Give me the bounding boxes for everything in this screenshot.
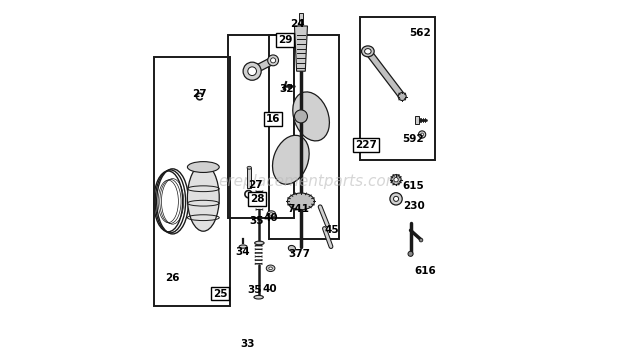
Circle shape xyxy=(419,238,423,242)
Text: 40: 40 xyxy=(262,284,277,294)
Circle shape xyxy=(394,178,398,182)
Circle shape xyxy=(243,62,261,80)
Text: 34: 34 xyxy=(235,247,250,257)
Text: 35: 35 xyxy=(250,216,264,225)
Bar xyxy=(247,168,252,188)
Text: 27: 27 xyxy=(249,180,263,190)
Text: 40: 40 xyxy=(264,213,278,223)
Bar xyxy=(415,117,419,124)
Text: 35: 35 xyxy=(248,285,262,295)
Ellipse shape xyxy=(254,295,264,299)
Ellipse shape xyxy=(365,49,371,54)
Ellipse shape xyxy=(398,93,406,101)
Polygon shape xyxy=(365,49,405,98)
Bar xyxy=(360,17,435,160)
Text: 32: 32 xyxy=(279,83,293,94)
Circle shape xyxy=(418,131,426,138)
Bar xyxy=(270,35,339,239)
Text: 16: 16 xyxy=(265,114,280,124)
Text: 45: 45 xyxy=(324,225,339,235)
Text: 25: 25 xyxy=(213,289,228,299)
Text: 26: 26 xyxy=(165,273,179,284)
Text: ereplacementparts.com: ereplacementparts.com xyxy=(219,174,401,189)
Circle shape xyxy=(248,67,257,76)
Ellipse shape xyxy=(187,164,219,231)
Text: 29: 29 xyxy=(278,35,293,45)
Ellipse shape xyxy=(255,241,264,245)
Circle shape xyxy=(270,58,276,63)
Bar xyxy=(154,57,230,306)
Text: 24: 24 xyxy=(290,19,305,29)
Text: 230: 230 xyxy=(403,201,425,211)
Text: 377: 377 xyxy=(288,249,310,259)
Bar xyxy=(299,13,303,24)
Circle shape xyxy=(394,196,399,201)
Text: 33: 33 xyxy=(241,339,255,349)
Circle shape xyxy=(268,55,278,66)
Circle shape xyxy=(294,110,308,123)
Circle shape xyxy=(390,193,402,205)
Ellipse shape xyxy=(269,267,272,270)
Ellipse shape xyxy=(247,166,252,169)
Text: 741: 741 xyxy=(287,204,309,213)
Text: 227: 227 xyxy=(355,140,377,150)
Text: 27: 27 xyxy=(192,89,207,99)
Circle shape xyxy=(391,175,401,185)
Ellipse shape xyxy=(361,46,374,57)
Circle shape xyxy=(420,133,423,136)
Text: 28: 28 xyxy=(250,194,265,204)
Ellipse shape xyxy=(267,211,276,217)
Polygon shape xyxy=(294,26,308,71)
Text: 616: 616 xyxy=(415,266,436,276)
Ellipse shape xyxy=(273,135,309,184)
Bar xyxy=(228,35,294,218)
Text: 615: 615 xyxy=(402,181,424,191)
Ellipse shape xyxy=(239,245,247,248)
Ellipse shape xyxy=(187,162,219,172)
Ellipse shape xyxy=(270,213,273,215)
Ellipse shape xyxy=(288,193,314,210)
Text: 562: 562 xyxy=(409,28,431,37)
Text: 592: 592 xyxy=(402,134,424,144)
Ellipse shape xyxy=(293,92,329,141)
Polygon shape xyxy=(250,57,275,74)
Ellipse shape xyxy=(288,245,296,251)
Ellipse shape xyxy=(266,265,275,272)
Circle shape xyxy=(408,251,413,256)
